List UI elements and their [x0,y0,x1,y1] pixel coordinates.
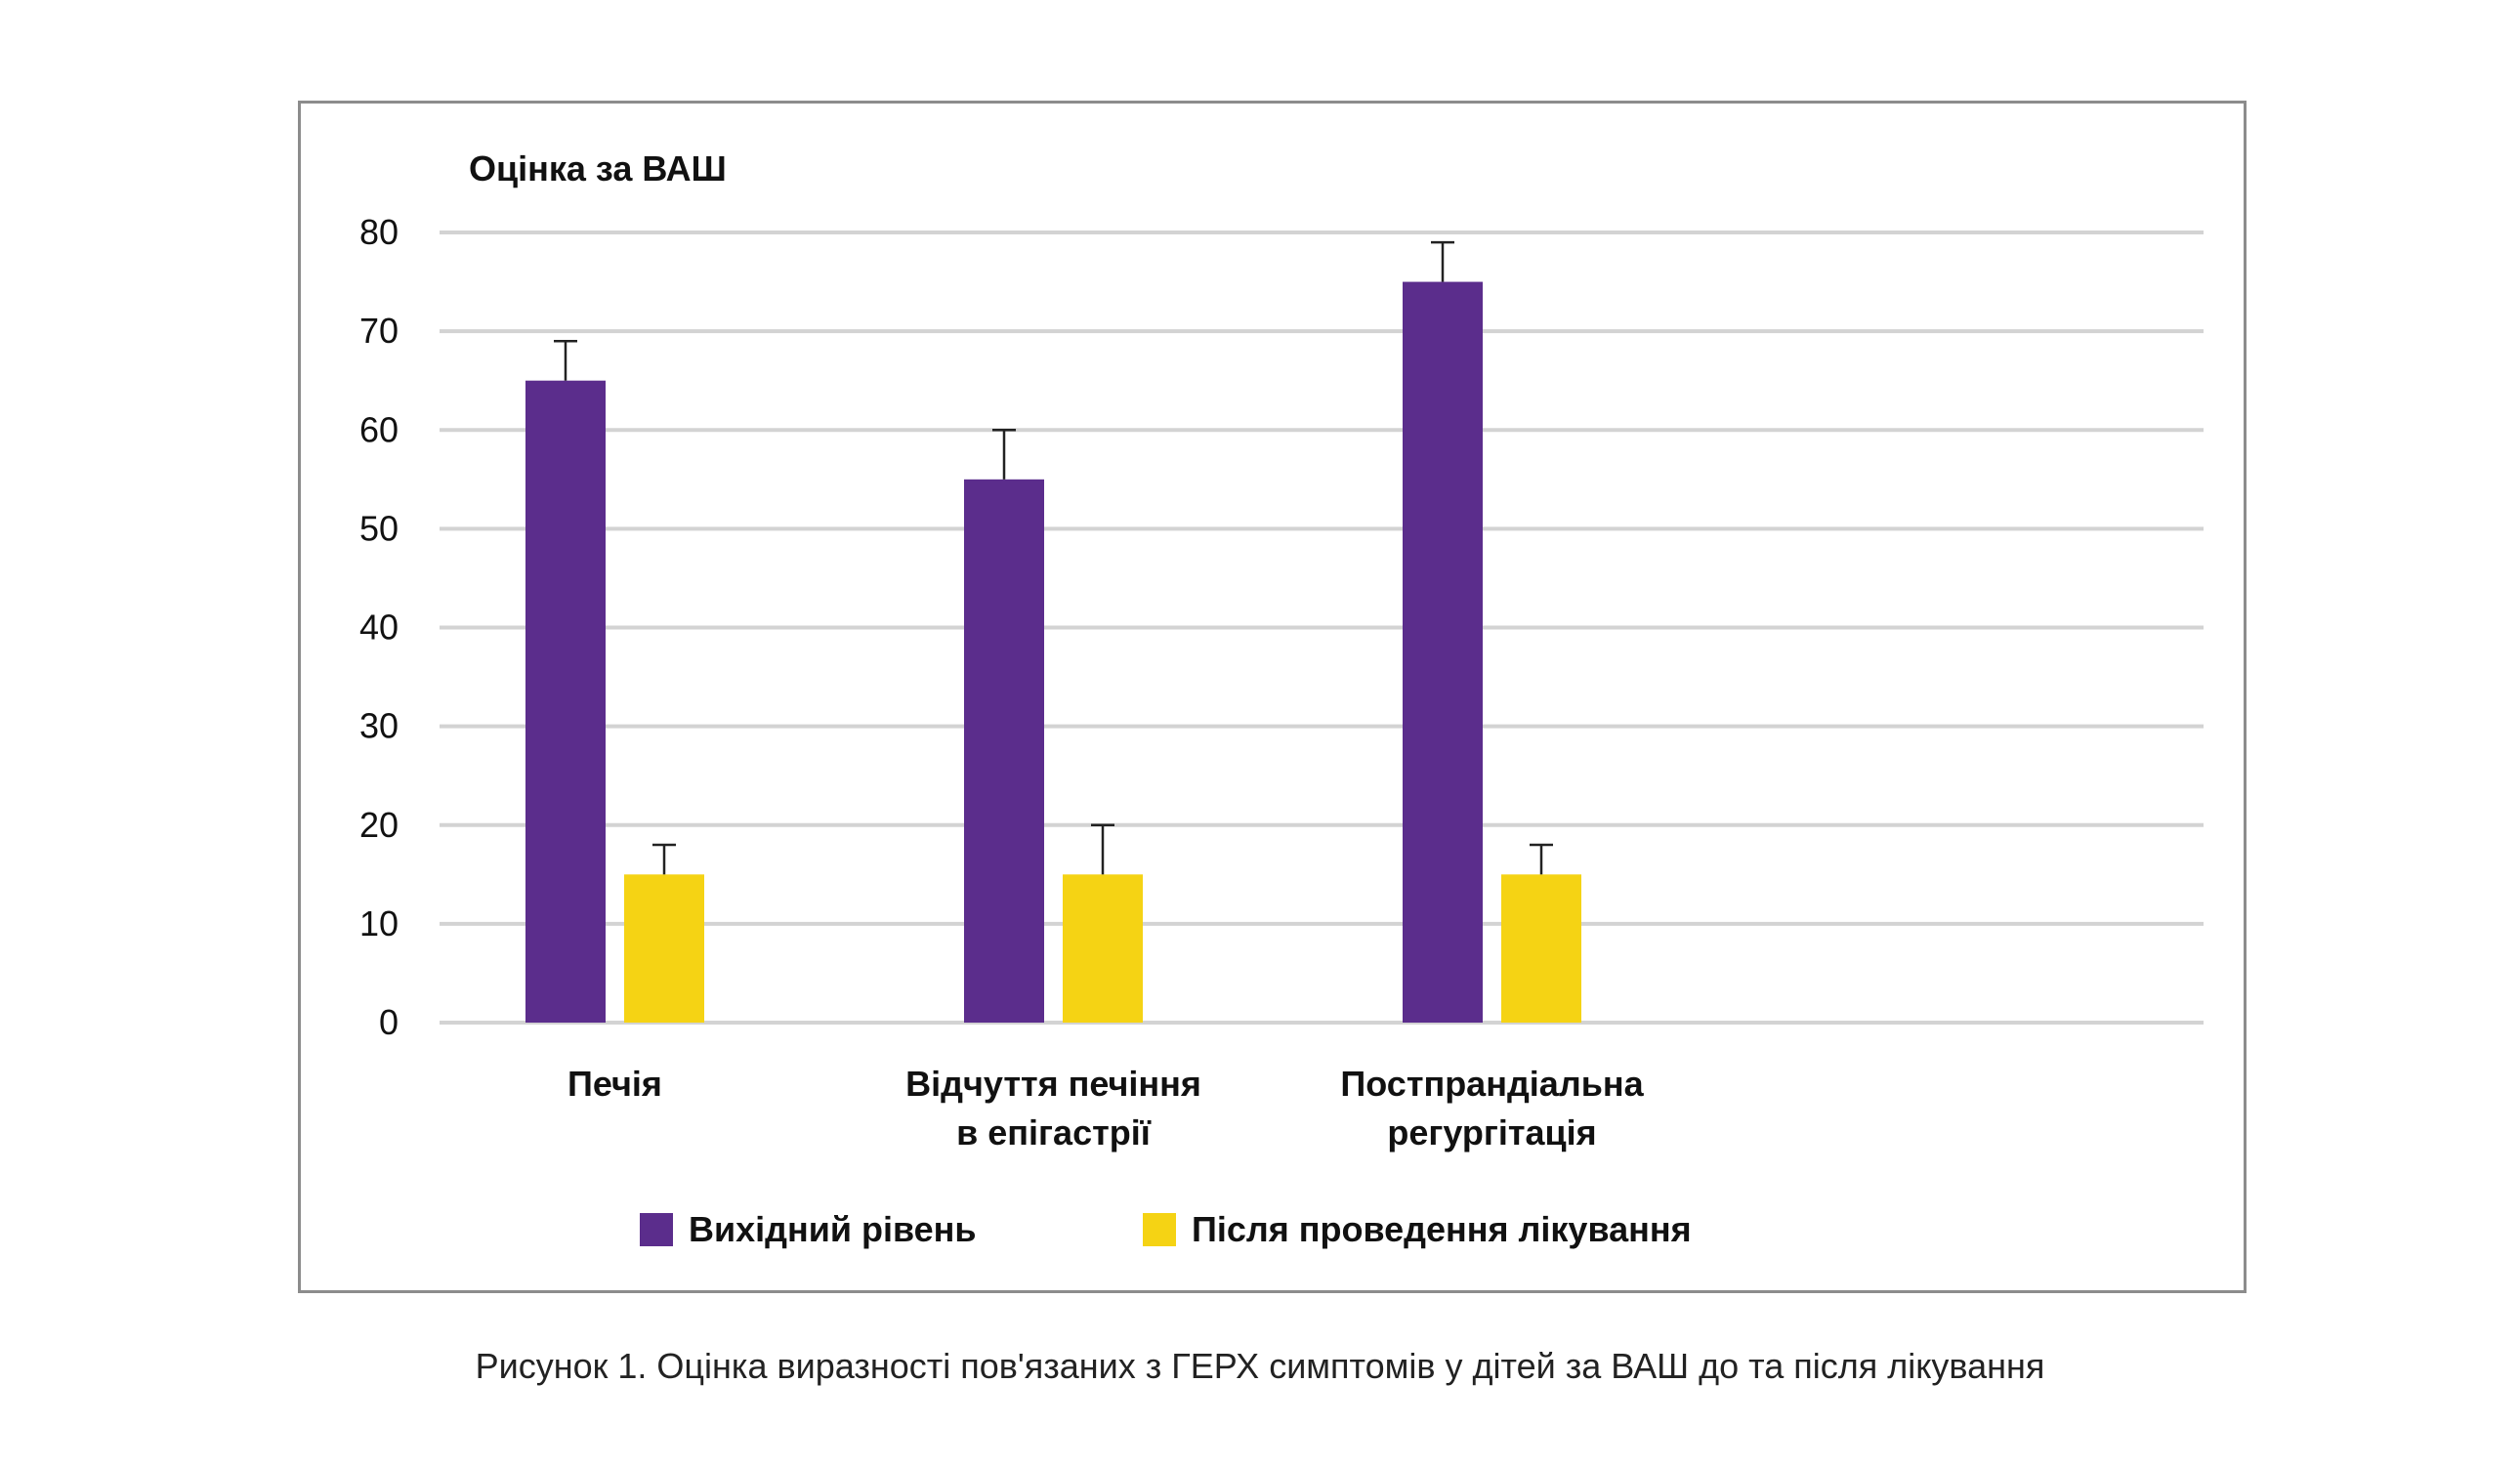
y-tick-label: 10 [359,903,399,943]
chart-frame [298,101,2247,1293]
figure-caption: Рисунок 1. Оцінка виразності пов'язаних … [475,1346,2045,1386]
y-tick-label: 30 [359,706,399,746]
x-category-label: Печія [567,1064,662,1104]
legend-label-after-treatment: Після проведення лікування [1192,1209,1692,1249]
bar-baseline [1403,281,1483,1023]
legend-swatch-baseline [640,1213,673,1246]
bar-after-treatment [1501,874,1581,1023]
y-tick-label: 80 [359,212,399,252]
y-tick-label: 40 [359,608,399,648]
bar-after-treatment [1063,874,1143,1023]
bar-baseline [964,479,1044,1023]
legend-label-baseline: Вихідний рівень [689,1209,977,1249]
y-tick-label: 50 [359,508,399,548]
legend-item-after-treatment: Після проведення лікування [1143,1209,1692,1250]
y-tick-label: 20 [359,805,399,845]
x-category-label: Відчуття печіння [905,1064,1201,1104]
legend-swatch-after-treatment [1143,1213,1176,1246]
y-tick-label: 60 [359,409,399,449]
bar-baseline [525,380,606,1023]
x-category-label: регургітація [1387,1112,1596,1153]
x-category-label: в епігастрії [956,1112,1152,1153]
legend-item-baseline: Вихідний рівень [640,1209,977,1250]
y-tick-label: 70 [359,311,399,351]
x-category-label: Постпрандіальна [1340,1064,1644,1104]
y-axis-title: Оцінка за ВАШ [469,148,727,189]
y-tick-label: 0 [379,1002,399,1042]
bar-after-treatment [624,874,704,1023]
